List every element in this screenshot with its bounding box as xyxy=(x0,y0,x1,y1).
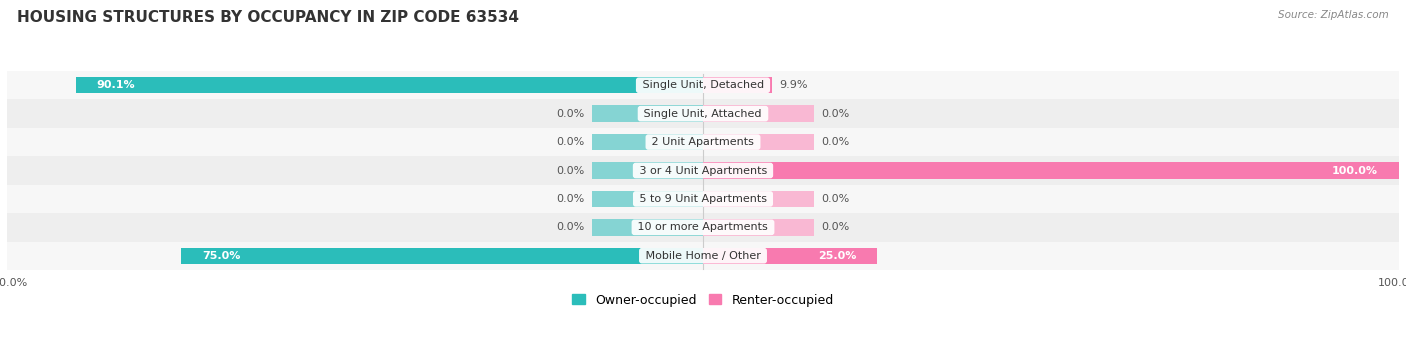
Text: 0.0%: 0.0% xyxy=(557,109,585,119)
Text: Source: ZipAtlas.com: Source: ZipAtlas.com xyxy=(1278,10,1389,20)
Bar xyxy=(703,134,814,150)
Text: 90.1%: 90.1% xyxy=(97,80,135,90)
Text: 0.0%: 0.0% xyxy=(557,194,585,204)
Bar xyxy=(76,77,703,93)
Bar xyxy=(7,241,1399,270)
Legend: Owner-occupied, Renter-occupied: Owner-occupied, Renter-occupied xyxy=(568,288,838,312)
Bar xyxy=(7,156,1399,185)
Bar xyxy=(703,191,814,207)
Text: HOUSING STRUCTURES BY OCCUPANCY IN ZIP CODE 63534: HOUSING STRUCTURES BY OCCUPANCY IN ZIP C… xyxy=(17,10,519,25)
Bar xyxy=(592,162,703,179)
Text: 100.0%: 100.0% xyxy=(1331,165,1378,176)
Bar xyxy=(703,162,1399,179)
Text: 0.0%: 0.0% xyxy=(821,222,849,232)
Text: 0.0%: 0.0% xyxy=(821,194,849,204)
Text: 0.0%: 0.0% xyxy=(821,137,849,147)
Bar xyxy=(703,77,772,93)
Text: Single Unit, Detached: Single Unit, Detached xyxy=(638,80,768,90)
Bar xyxy=(703,105,814,122)
Text: Mobile Home / Other: Mobile Home / Other xyxy=(641,251,765,261)
Bar xyxy=(592,219,703,236)
Text: 9.9%: 9.9% xyxy=(779,80,807,90)
Text: Single Unit, Attached: Single Unit, Attached xyxy=(641,109,765,119)
Text: 10 or more Apartments: 10 or more Apartments xyxy=(634,222,772,232)
Bar xyxy=(7,128,1399,156)
Bar xyxy=(181,248,703,264)
Bar xyxy=(7,213,1399,241)
Text: 0.0%: 0.0% xyxy=(821,109,849,119)
Text: 0.0%: 0.0% xyxy=(557,165,585,176)
Bar xyxy=(7,71,1399,100)
Bar xyxy=(592,105,703,122)
Bar xyxy=(592,134,703,150)
Text: 0.0%: 0.0% xyxy=(557,222,585,232)
Text: 2 Unit Apartments: 2 Unit Apartments xyxy=(648,137,758,147)
Bar xyxy=(703,219,814,236)
Text: 25.0%: 25.0% xyxy=(818,251,856,261)
Text: 0.0%: 0.0% xyxy=(557,137,585,147)
Bar xyxy=(703,248,877,264)
Bar xyxy=(592,191,703,207)
Bar xyxy=(7,185,1399,213)
Text: 5 to 9 Unit Apartments: 5 to 9 Unit Apartments xyxy=(636,194,770,204)
Text: 75.0%: 75.0% xyxy=(202,251,240,261)
Text: 3 or 4 Unit Apartments: 3 or 4 Unit Apartments xyxy=(636,165,770,176)
Bar xyxy=(7,100,1399,128)
